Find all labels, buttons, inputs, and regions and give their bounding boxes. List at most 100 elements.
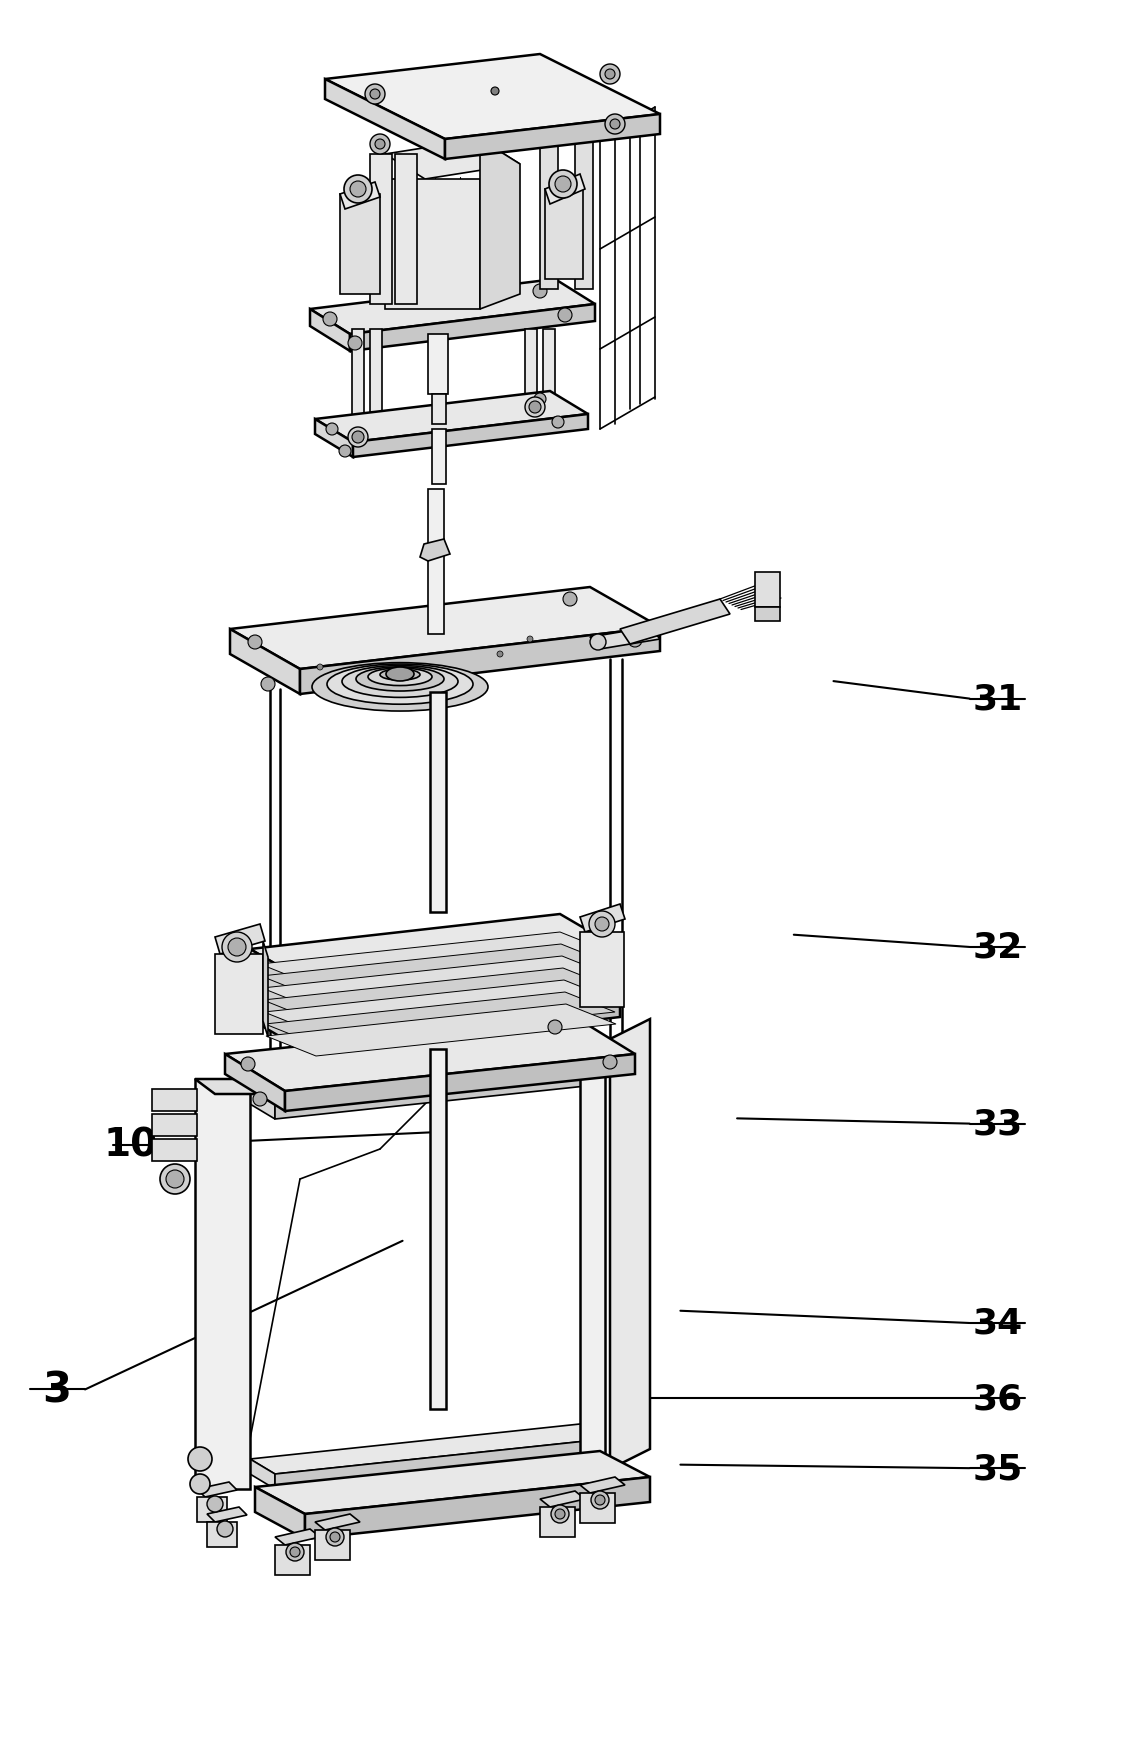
Circle shape xyxy=(549,171,577,199)
Polygon shape xyxy=(276,1530,320,1545)
Circle shape xyxy=(228,939,246,956)
Polygon shape xyxy=(755,573,780,608)
Polygon shape xyxy=(579,1477,625,1493)
Circle shape xyxy=(590,635,606,650)
Polygon shape xyxy=(395,156,417,304)
Ellipse shape xyxy=(386,668,414,682)
Circle shape xyxy=(191,1474,210,1495)
Polygon shape xyxy=(540,129,558,290)
Circle shape xyxy=(555,177,572,192)
Ellipse shape xyxy=(312,662,488,711)
Circle shape xyxy=(595,918,609,932)
Text: 35: 35 xyxy=(973,1451,1023,1486)
Circle shape xyxy=(290,1547,301,1557)
Polygon shape xyxy=(262,956,612,1009)
Polygon shape xyxy=(352,330,364,420)
Polygon shape xyxy=(225,1054,285,1112)
Circle shape xyxy=(365,86,386,105)
Text: 10: 10 xyxy=(103,1126,158,1164)
Polygon shape xyxy=(575,129,593,290)
Polygon shape xyxy=(545,175,585,205)
Polygon shape xyxy=(310,309,350,351)
Polygon shape xyxy=(325,80,445,159)
Polygon shape xyxy=(386,180,480,309)
Circle shape xyxy=(534,393,545,406)
Circle shape xyxy=(242,1058,255,1072)
Polygon shape xyxy=(579,1049,606,1479)
Circle shape xyxy=(370,89,380,100)
Polygon shape xyxy=(525,330,538,420)
Polygon shape xyxy=(249,1054,606,1105)
Polygon shape xyxy=(543,330,555,420)
Polygon shape xyxy=(230,629,301,694)
Polygon shape xyxy=(301,628,660,694)
Circle shape xyxy=(286,1543,304,1561)
Text: 3: 3 xyxy=(42,1369,71,1411)
Polygon shape xyxy=(249,1089,276,1119)
Circle shape xyxy=(628,633,642,647)
Circle shape xyxy=(370,135,390,156)
Polygon shape xyxy=(276,1070,606,1119)
Circle shape xyxy=(525,399,545,418)
Circle shape xyxy=(350,182,366,198)
Ellipse shape xyxy=(380,669,420,680)
Polygon shape xyxy=(579,904,625,932)
Polygon shape xyxy=(315,392,589,442)
Polygon shape xyxy=(620,600,730,645)
Polygon shape xyxy=(215,925,265,954)
Circle shape xyxy=(555,1509,565,1519)
Ellipse shape xyxy=(342,666,458,697)
Polygon shape xyxy=(152,1115,197,1136)
Polygon shape xyxy=(428,489,445,635)
Polygon shape xyxy=(266,1005,616,1056)
Polygon shape xyxy=(263,968,613,1021)
Polygon shape xyxy=(386,140,521,180)
Circle shape xyxy=(595,1495,606,1505)
Circle shape xyxy=(325,423,338,435)
Circle shape xyxy=(261,678,276,692)
Circle shape xyxy=(589,911,615,937)
Polygon shape xyxy=(208,1523,237,1547)
Text: 33: 33 xyxy=(973,1106,1023,1141)
Circle shape xyxy=(558,309,572,323)
Polygon shape xyxy=(353,414,589,458)
Circle shape xyxy=(552,416,564,428)
Polygon shape xyxy=(230,587,660,669)
Circle shape xyxy=(497,652,503,657)
Polygon shape xyxy=(590,628,660,650)
Circle shape xyxy=(347,682,353,687)
Polygon shape xyxy=(152,1089,197,1112)
Circle shape xyxy=(348,337,362,351)
Polygon shape xyxy=(610,1019,650,1468)
Polygon shape xyxy=(195,1079,249,1489)
Circle shape xyxy=(600,65,620,86)
Polygon shape xyxy=(540,1507,575,1536)
Polygon shape xyxy=(261,944,611,996)
Polygon shape xyxy=(197,1496,227,1523)
Ellipse shape xyxy=(369,668,432,687)
Circle shape xyxy=(188,1447,212,1472)
Polygon shape xyxy=(276,1545,310,1575)
Polygon shape xyxy=(370,330,382,420)
Polygon shape xyxy=(430,1049,446,1409)
Polygon shape xyxy=(325,54,660,140)
Polygon shape xyxy=(310,949,620,1054)
Circle shape xyxy=(248,636,262,650)
Text: 32: 32 xyxy=(973,930,1023,965)
Polygon shape xyxy=(755,608,780,622)
Polygon shape xyxy=(249,1460,276,1489)
Circle shape xyxy=(325,1528,344,1547)
Text: 36: 36 xyxy=(973,1381,1023,1416)
Polygon shape xyxy=(249,914,620,984)
Circle shape xyxy=(217,1521,232,1536)
Polygon shape xyxy=(420,540,450,561)
Polygon shape xyxy=(545,191,583,280)
Circle shape xyxy=(344,177,372,205)
Polygon shape xyxy=(315,1514,359,1530)
Polygon shape xyxy=(285,1054,635,1112)
Polygon shape xyxy=(152,1140,197,1161)
Polygon shape xyxy=(215,954,263,1035)
Circle shape xyxy=(253,1092,266,1106)
Polygon shape xyxy=(340,184,380,210)
Circle shape xyxy=(222,932,252,963)
